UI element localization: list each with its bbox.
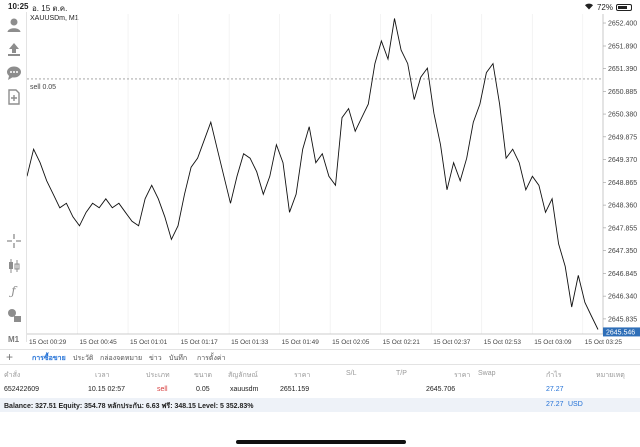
price-tick-label: 2648.360 — [608, 203, 637, 210]
home-indicator — [236, 440, 406, 444]
header-time: เวลา — [95, 372, 110, 379]
battery-percent: 72% — [596, 2, 613, 12]
price-tick-label: 2650.380 — [608, 112, 637, 119]
header-type: ประเภท — [146, 372, 170, 379]
wifi-icon — [584, 2, 594, 12]
price-tick-label: 2651.390 — [608, 66, 637, 73]
account-currency: USD — [568, 401, 583, 408]
balance-summary: Balance: 327.51 Equity: 354.78 หลักประกั… — [4, 403, 254, 410]
time-tick-label: 15 Oct 00:45 — [80, 339, 118, 346]
time-tick-label: 15 Oct 02:05 — [332, 339, 370, 346]
price-tick-label: 2648.865 — [608, 180, 637, 187]
row-volume: 0.05 — [196, 386, 210, 393]
price-chart[interactable]: 2652.400 2651.890 2651.390 2650.885 2650.380… — [27, 14, 640, 349]
chart-toolbar: ƒ M1 — [0, 12, 27, 344]
price-tick-label: 2652.400 — [608, 21, 637, 28]
row-profit: 27.27 — [546, 386, 564, 393]
time-tick-label: 15 Oct 00:29 — [29, 339, 67, 346]
price-tick-label: 2651.890 — [608, 44, 637, 51]
row-type: sell — [157, 386, 168, 393]
status-date: อ. 15 ต.ค. — [32, 4, 68, 13]
time-tick-label: 15 Oct 02:21 — [383, 339, 421, 346]
tab-news[interactable]: ข่าว — [149, 355, 162, 362]
row-symbol: xauusdm — [230, 386, 259, 393]
terminal-tabs: + การซื้อขาย ประวัติ กล่องจดหมาย ข่าว บั… — [0, 349, 640, 365]
tab-history[interactable]: ประวัติ — [73, 355, 94, 362]
tab-journal[interactable]: บันทึก — [169, 355, 188, 362]
current-price-value: 2645.546 — [606, 329, 635, 336]
price-tick-label: 2647.350 — [608, 248, 637, 255]
price-tick-label: 2650.885 — [608, 89, 637, 96]
header-volume: ขนาด — [194, 372, 213, 379]
price-line — [27, 18, 599, 330]
header-sl: S/L — [346, 370, 357, 377]
price-axis: 2652.400 2651.890 2651.390 2650.885 2650.380… — [603, 21, 637, 323]
current-price-tag-bg — [603, 327, 640, 337]
battery-icon — [616, 3, 632, 11]
status-bar: 10:25 อ. 15 ต.ค. 72% — [0, 0, 640, 14]
row-current-price: 2645.706 — [426, 386, 456, 393]
header-swap: Swap — [478, 370, 496, 377]
new-order-icon[interactable] — [4, 88, 23, 106]
battery-fill — [618, 5, 627, 9]
time-tick-label: 15 Oct 02:53 — [484, 339, 522, 346]
indicator-icon[interactable]: ƒ — [11, 284, 16, 298]
price-tick-label: 2645.835 — [608, 316, 637, 323]
table-header: คำสั่ง เวลา ประเภท ขนาด สัญลักษณ์ ราคา S… — [0, 367, 640, 381]
price-tick-label: 2649.875 — [608, 134, 637, 141]
table-row[interactable]: 652422609 10.15 02:57 sell 0.05 xauusdm … — [0, 383, 640, 397]
total-profit: 27.27 — [546, 401, 564, 408]
candlestick-icon[interactable] — [4, 257, 23, 275]
add-order-button[interactable]: + — [6, 350, 14, 364]
timeframe-button[interactable]: M1 — [7, 334, 20, 344]
status-time: 10:25 — [8, 2, 29, 11]
time-tick-label: 15 Oct 01:33 — [231, 339, 269, 346]
balance-bar: Balance: 327.51 Equity: 354.78 หลักประกั… — [0, 398, 640, 412]
sell-line-label: sell 0.05 — [30, 84, 57, 91]
row-time: 10.15 02:57 — [88, 386, 125, 393]
chart-grid — [77, 14, 584, 334]
tab-settings[interactable]: การตั้งค่า — [197, 355, 226, 362]
price-tick-label: 2647.855 — [608, 225, 637, 232]
status-right: 72% — [584, 2, 632, 12]
crosshair-icon[interactable] — [4, 232, 23, 250]
trade-icon[interactable] — [4, 40, 23, 58]
header-order: คำสั่ง — [4, 372, 21, 379]
price-tick-label: 2649.370 — [608, 157, 637, 164]
time-axis: 15 Oct 00:29 15 Oct 00:45 15 Oct 01:01 15 O… — [29, 339, 622, 346]
price-tick-label: 2646.845 — [608, 271, 637, 278]
objects-icon[interactable] — [4, 306, 23, 324]
tab-mailbox[interactable]: กล่องจดหมาย — [100, 355, 143, 362]
header-profit: กำไร — [546, 372, 562, 379]
header-symbol: สัญลักษณ์ — [228, 372, 258, 379]
header-current-price: ราคา — [454, 372, 471, 379]
time-tick-label: 15 Oct 01:17 — [181, 339, 219, 346]
chat-icon[interactable] — [4, 64, 23, 82]
row-price: 2651.159 — [280, 386, 310, 393]
time-tick-label: 15 Oct 01:49 — [282, 339, 320, 346]
time-tick-label: 15 Oct 02:37 — [433, 339, 471, 346]
tab-trade[interactable]: การซื้อขาย — [32, 355, 66, 362]
header-tp: T/P — [396, 370, 407, 377]
row-order: 652422609 — [4, 386, 40, 393]
time-tick-label: 15 Oct 03:09 — [534, 339, 572, 346]
time-tick-label: 15 Oct 03:25 — [585, 339, 623, 346]
header-comment: หมายเหตุ — [596, 372, 625, 379]
account-icon[interactable] — [4, 16, 23, 34]
time-tick-label: 15 Oct 01:01 — [130, 339, 168, 346]
price-tick-label: 2646.340 — [608, 294, 637, 301]
chart-symbol: XAUUSDm, M1 — [30, 15, 79, 22]
header-price: ราคา — [294, 372, 311, 379]
current-price-tag: 2645.546 — [603, 327, 640, 337]
